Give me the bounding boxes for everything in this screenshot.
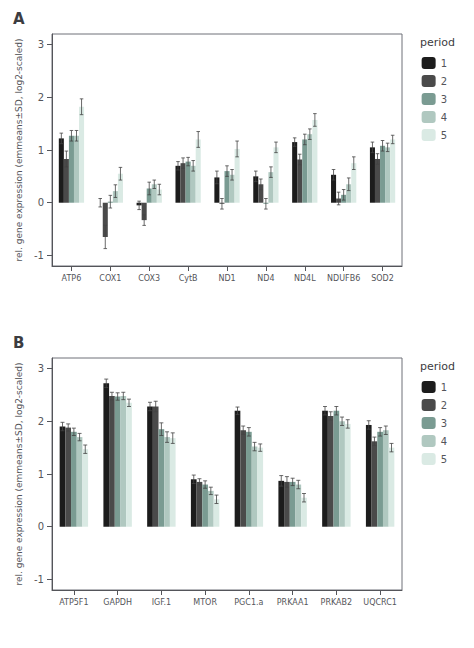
svg-text:2: 2 (38, 92, 44, 103)
svg-text:rel. gene expression (emmeans±: rel. gene expression (emmeans±SD, log2-s… (14, 38, 24, 261)
svg-text:ATP6: ATP6 (62, 274, 82, 283)
svg-text:NDUFB6: NDUFB6 (327, 274, 360, 283)
svg-text:ND1: ND1 (218, 274, 235, 283)
svg-text:3: 3 (441, 418, 447, 429)
svg-text:PGC1.a: PGC1.a (234, 598, 263, 607)
svg-text:5: 5 (441, 454, 447, 465)
svg-text:rel. gene expression (emmeans±: rel. gene expression (emmeans±SD, log2-s… (14, 362, 24, 585)
svg-text:1: 1 (38, 469, 44, 480)
svg-text:IGF.1: IGF.1 (152, 598, 172, 607)
svg-text:ATP5F1: ATP5F1 (59, 598, 88, 607)
svg-text:0: 0 (38, 521, 44, 532)
svg-text:PRKAA1: PRKAA1 (277, 598, 309, 607)
svg-text:1: 1 (441, 382, 447, 393)
svg-text:A: A (13, 10, 25, 28)
svg-text:1: 1 (441, 58, 447, 69)
svg-text:SOD2: SOD2 (371, 274, 394, 283)
svg-text:1: 1 (38, 145, 44, 156)
svg-text:4: 4 (441, 112, 447, 123)
svg-text:PRKAB2: PRKAB2 (321, 598, 353, 607)
svg-text:GAPDH: GAPDH (103, 598, 132, 607)
svg-text:2: 2 (38, 416, 44, 427)
svg-text:3: 3 (38, 39, 44, 50)
svg-text:2: 2 (441, 76, 447, 87)
svg-text:3: 3 (38, 363, 44, 374)
svg-text:3: 3 (441, 94, 447, 105)
svg-text:-1: -1 (34, 574, 44, 585)
svg-text:2: 2 (441, 400, 447, 411)
svg-text:5: 5 (441, 130, 447, 141)
svg-text:ND4: ND4 (257, 274, 274, 283)
svg-text:-1: -1 (34, 250, 44, 261)
svg-text:period: period (420, 360, 455, 373)
svg-text:CytB: CytB (179, 274, 198, 283)
svg-text:B: B (13, 334, 24, 352)
svg-text:COX3: COX3 (138, 274, 160, 283)
svg-text:ND4L: ND4L (294, 274, 316, 283)
svg-text:0: 0 (38, 197, 44, 208)
svg-text:period: period (420, 36, 455, 49)
svg-text:UQCRC1: UQCRC1 (363, 598, 397, 607)
svg-text:MTOR: MTOR (193, 598, 217, 607)
svg-text:COX1: COX1 (99, 274, 121, 283)
svg-text:4: 4 (441, 436, 447, 447)
